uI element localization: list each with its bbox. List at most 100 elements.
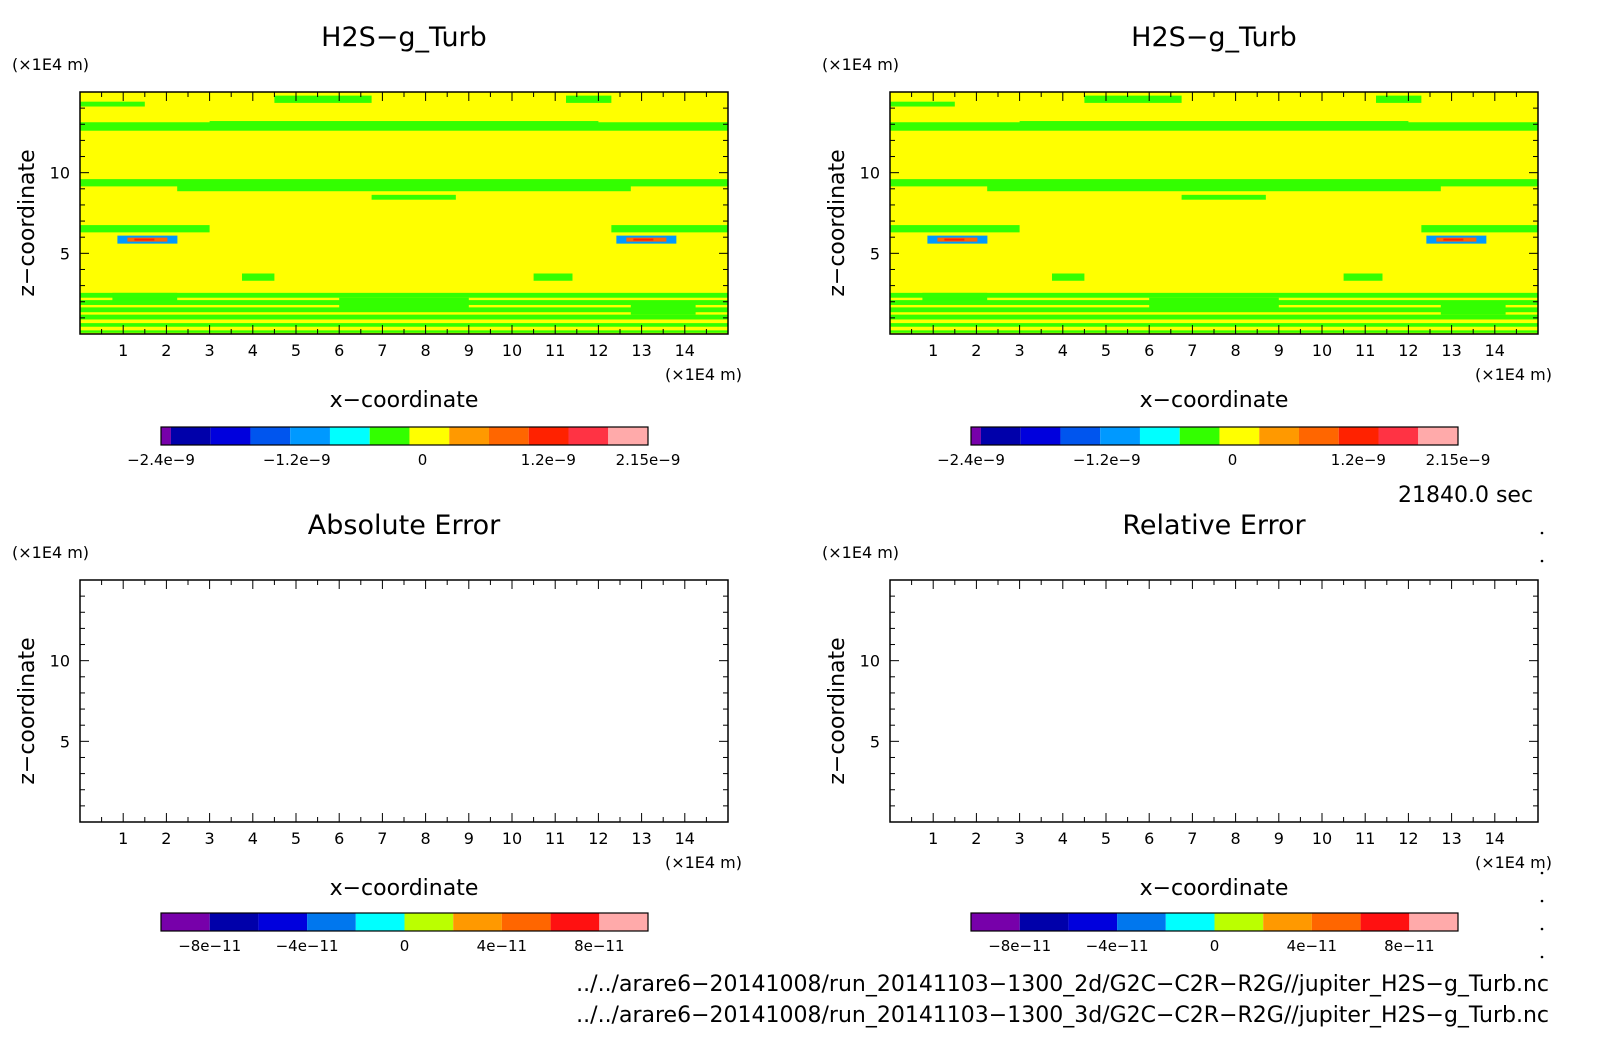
contour-band [890, 323, 1538, 327]
x-tick-label: 13 [631, 829, 651, 848]
time-label: 21840.0 sec [1398, 483, 1534, 508]
stray-dot [1540, 531, 1544, 535]
contour-band [209, 121, 599, 125]
x-axis-label: x−coordinate [1140, 876, 1289, 901]
colorbar-cell [355, 913, 405, 931]
colorbar-cell [971, 913, 1020, 931]
contour-band [371, 194, 456, 200]
x-tick-label: 7 [1187, 829, 1197, 848]
contour-band [890, 101, 955, 107]
colorbar-cell [161, 427, 171, 445]
x-tick-label: 2 [971, 829, 981, 848]
contour-band [339, 297, 469, 310]
x-tick-label: 9 [464, 341, 474, 360]
colorbar-cell [1100, 427, 1140, 445]
colorbar-cell [1418, 427, 1458, 445]
x-tick-label: 13 [631, 341, 651, 360]
x-tick-label: 3 [1015, 829, 1025, 848]
colorbar-cell [1311, 913, 1361, 931]
y-unit-label: (×1E4 m) [822, 55, 899, 74]
y-axis-label: z−coordinate [15, 149, 40, 296]
colorbar-cell [1165, 913, 1215, 931]
chart-title: Relative Error [1122, 510, 1306, 541]
y-tick-label: 10 [860, 164, 880, 183]
colorbar-cell [161, 913, 210, 931]
footer-path-2d: ../../arare6−20141008/run_20141103−1300_… [576, 972, 1549, 997]
colorbar-tick-label: 0 [418, 451, 428, 469]
x-tick-label: 14 [1485, 829, 1505, 848]
x-tick-label: 9 [1274, 341, 1284, 360]
contour-band [611, 225, 728, 233]
colorbar-cell [1139, 427, 1180, 445]
contour-band [890, 292, 1538, 298]
contour-band [1149, 297, 1279, 310]
contour-band [1084, 95, 1182, 103]
contour-band [1440, 302, 1506, 315]
colorbar: −8e−11 −4e−11 0 4e−11 8e−11 [160, 912, 649, 955]
colorbar-tick-label: −8e−11 [988, 937, 1051, 955]
colorbar-cell [1360, 913, 1410, 931]
x-tick-label: 11 [545, 341, 565, 360]
chart-panel-1: H2S−g_Turb(×1E4 m)1 2 3 4 5 6 7 8 9 10 11 12 13 14510… [12, 22, 742, 469]
contour-band [1052, 273, 1085, 281]
colorbar-cell [599, 913, 648, 931]
colorbar-cell [449, 427, 489, 445]
x-tick-label: 6 [334, 341, 344, 360]
colorbar-tick-label: 8e−11 [574, 937, 624, 955]
stray-dot [1540, 871, 1544, 875]
colorbar-tick-label: 0 [400, 937, 410, 955]
contour-band [80, 292, 728, 298]
colorbar-cell [170, 427, 211, 445]
y-tick-label: 5 [60, 244, 70, 263]
colorbar-tick-label: 4e−11 [477, 937, 527, 955]
colorbar-tick-label: 4e−11 [1287, 937, 1337, 955]
colorbar-cell [528, 427, 569, 445]
colorbar-cell [1338, 427, 1379, 445]
x-tick-label: 6 [334, 829, 344, 848]
colorbar-tick-label: 0 [1228, 451, 1238, 469]
x-tick-label: 10 [1312, 341, 1332, 360]
x-tick-label: 7 [1187, 341, 1197, 360]
y-tick-label: 5 [60, 732, 70, 751]
chart-title: H2S−g_Turb [1131, 22, 1297, 53]
x-tick-label: 14 [675, 829, 695, 848]
y-tick-label: 5 [870, 244, 880, 263]
x-unit-label: (×1E4 m) [1475, 365, 1552, 384]
colorbar-cell [550, 913, 600, 931]
plot-area [80, 580, 728, 822]
colorbar-cell [258, 913, 308, 931]
contour-band [177, 185, 631, 192]
contour-band [566, 95, 612, 103]
contour-patch [1443, 238, 1464, 241]
x-tick-label: 10 [502, 341, 522, 360]
colorbar-tick-label: 2.15e−9 [616, 451, 681, 469]
x-tick-label: 3 [205, 829, 215, 848]
x-tick-label: 10 [502, 829, 522, 848]
plot-area [890, 580, 1538, 822]
colorbar-cell [1020, 427, 1061, 445]
x-tick-label: 8 [1231, 829, 1241, 848]
colorbar: −2.4e−9 −1.2e−9 0 1.2e−9 2.15e−9 [127, 426, 681, 469]
x-tick-label: 7 [377, 341, 387, 360]
x-tick-label: 11 [1355, 341, 1375, 360]
y-unit-label: (×1E4 m) [12, 55, 89, 74]
colorbar-cell [307, 913, 356, 931]
x-tick-label: 10 [1312, 829, 1332, 848]
colorbar-cell [980, 427, 1021, 445]
colorbar-tick-label: 8e−11 [1384, 937, 1434, 955]
colorbar-tick-label: 0 [1210, 937, 1220, 955]
contour-band [80, 323, 728, 327]
x-unit-label: (×1E4 m) [665, 365, 742, 384]
x-tick-label: 6 [1144, 829, 1154, 848]
stray-dot [1540, 955, 1544, 959]
contour-band [274, 95, 372, 103]
x-tick-label: 8 [421, 341, 431, 360]
x-tick-label: 14 [1485, 341, 1505, 360]
x-tick-label: 12 [1398, 341, 1418, 360]
colorbar: −2.4e−9 −1.2e−9 0 1.2e−9 2.15e−9 [937, 426, 1490, 469]
colorbar-cell [1263, 913, 1312, 931]
colorbar-cell [1214, 913, 1264, 931]
x-tick-label: 12 [588, 829, 608, 848]
x-tick-label: 2 [971, 341, 981, 360]
